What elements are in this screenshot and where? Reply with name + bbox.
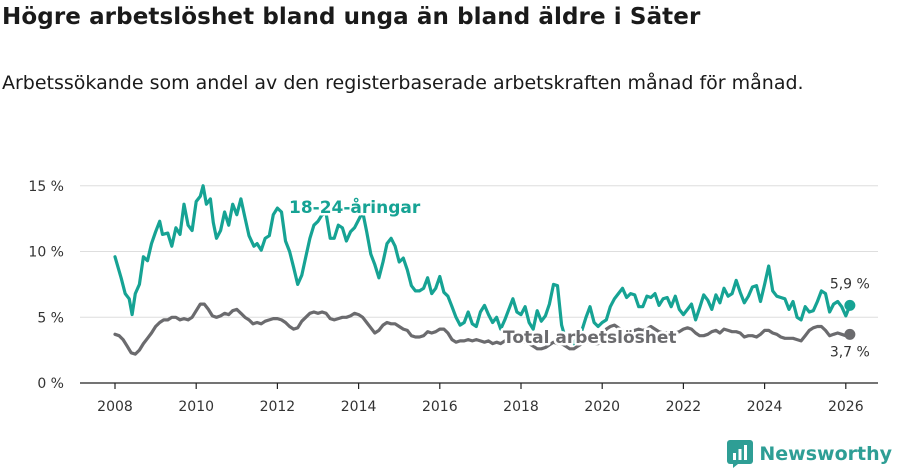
y-tick-label: 0 % [37,376,64,392]
x-tick-label: 2010 [178,399,214,415]
x-tick-label: 2024 [747,399,783,415]
x-tick-label: 2016 [422,399,458,415]
series-layer [113,184,856,356]
x-tick-label: 2014 [341,399,377,415]
x-tick-label: 2018 [503,399,539,415]
series-18-24-line [113,184,852,346]
series-total-label-halo: Total arbetslöshet [503,328,677,348]
x-tick-label: 2022 [666,399,702,415]
y-tick-label: 5 % [37,310,64,326]
series-total-end-label: 3,7 % [830,344,870,360]
chart-subtitle: Arbetssökande som andel av den registerb… [2,72,804,94]
series-18-24-end-label: 5,9 % [830,276,870,292]
newsworthy-logo-icon [727,440,754,468]
x-tick-label: 2012 [260,399,296,415]
series-total-line [113,302,852,356]
chart-title: Högre arbetslöshet bland unga än bland ä… [2,4,701,30]
x-tick-label: 2020 [584,399,620,415]
x-tick-label: 2008 [97,399,133,415]
series-18-24-label: 18-24-åringar [289,196,421,218]
brand-logo: Newsworthy [727,440,892,468]
x-tick-label: 2026 [828,399,864,415]
y-tick-label: 15 % [28,179,64,195]
brand-name: Newsworthy [759,443,892,465]
series-18-24-end-point [844,299,856,311]
series-total-end-point [844,328,856,340]
series-18-24-label-halo: 18-24-åringar [289,196,421,218]
axes: 0 % 5 % 10 % 15 % 2008 2010 2012 2014 2016 2018 20… [28,179,878,415]
series-total-label: Total arbetslöshet [503,328,677,348]
y-tick-label: 10 % [28,245,64,261]
